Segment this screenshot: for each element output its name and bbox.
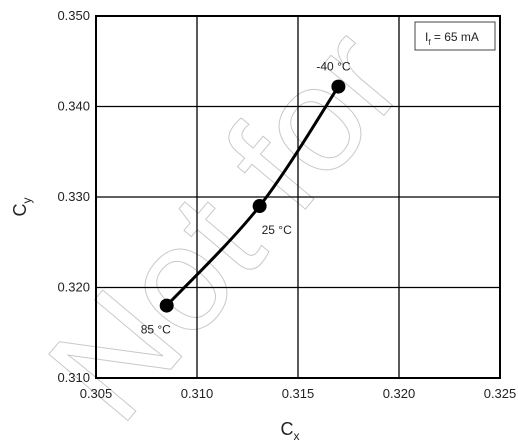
y-tick-label: 0.320 xyxy=(57,280,90,295)
data-label: 85 °C xyxy=(141,323,171,337)
x-tick-label: 0.315 xyxy=(282,386,315,401)
y-tick-label: 0.350 xyxy=(57,8,90,23)
series xyxy=(159,79,346,313)
data-point xyxy=(252,199,267,214)
axis-titles: Cx Cy xyxy=(10,198,300,443)
y-tick-label: 0.340 xyxy=(57,99,90,114)
y-axis-title: Cy xyxy=(10,198,34,217)
point-labels: 85 °C 25 °C -40 °C xyxy=(141,60,351,337)
grid xyxy=(96,16,500,378)
tick-labels: 0.305 0.310 0.315 0.320 0.3250.3100.3200.330… xyxy=(57,8,516,401)
data-point xyxy=(159,298,174,313)
y-tick-label: 0.330 xyxy=(57,189,90,204)
x-axis-title: Cx xyxy=(281,419,300,443)
legend-text: If = 65 mA xyxy=(425,30,479,47)
y-tick-label: 0.310 xyxy=(57,370,90,385)
x-tick-label: 0.320 xyxy=(383,386,416,401)
legend-box xyxy=(414,21,496,51)
legend: If = 65 mA xyxy=(414,21,496,51)
x-tick-label: 0.325 xyxy=(484,386,517,401)
data-point xyxy=(331,79,346,94)
x-tick-label: 0.310 xyxy=(181,386,214,401)
data-label: 25 °C xyxy=(262,223,292,237)
axes xyxy=(95,15,501,379)
x-tick-label: 0.305 xyxy=(80,386,113,401)
plot-frame xyxy=(95,15,501,379)
data-label: -40 °C xyxy=(316,60,350,74)
